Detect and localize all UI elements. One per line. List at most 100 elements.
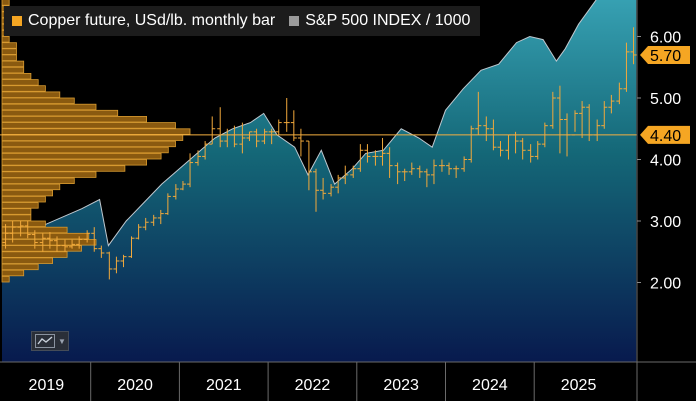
volume-profile-bar	[1, 79, 39, 86]
legend-item-copper[interactable]: Copper future, USd/lb. monthly bar	[12, 12, 275, 30]
y-tick-label: 3.00	[650, 214, 681, 231]
copper-bar	[483, 116, 490, 142]
copper-bar	[187, 153, 194, 188]
copper-bar	[17, 221, 24, 237]
copper-bar	[246, 131, 253, 142]
volume-profile-bar	[1, 263, 39, 271]
copper-bar	[572, 110, 579, 136]
copper-legend-label: Copper future, USd/lb. monthly bar	[28, 12, 276, 29]
volume-profile-bar	[1, 122, 176, 129]
copper-bar	[505, 134, 512, 160]
line-chart-icon	[35, 334, 55, 348]
copper-bar	[61, 239, 68, 252]
copper-bar	[623, 42, 630, 92]
copper-bar	[364, 144, 371, 163]
copper-bar	[253, 128, 260, 148]
svg-text:4.40: 4.40	[650, 128, 681, 145]
copper-bar	[594, 119, 601, 142]
copper-bar	[423, 168, 430, 188]
copper-bar	[69, 239, 76, 249]
value-tags: 6.845.704.40	[640, 45, 690, 145]
volume-profile-bar	[1, 220, 46, 227]
copper-bar	[202, 141, 209, 160]
copper-bar	[31, 230, 38, 249]
copper-bar	[519, 137, 526, 160]
copper-bar	[579, 101, 586, 138]
copper-bar	[128, 236, 135, 258]
copper-bar	[630, 27, 637, 65]
copper-bar	[534, 141, 541, 160]
volume-profile-bar	[1, 140, 176, 148]
copper-bar	[386, 147, 393, 178]
copper-swatch	[12, 16, 22, 26]
volume-profile-bar	[1, 36, 10, 43]
volume-profile-bar	[1, 208, 32, 215]
volume-profile-bar	[1, 109, 119, 117]
chart-type-button[interactable]: ▼	[31, 331, 69, 351]
copper-bar	[46, 232, 53, 249]
copper-bar	[24, 221, 31, 239]
copper-bar	[408, 162, 415, 175]
volume-profile-bar	[1, 91, 61, 98]
volume-profile-bar	[1, 183, 61, 191]
copper-bar	[342, 165, 349, 185]
volume-profile-bar	[1, 257, 53, 264]
y-tick-label: 6.00	[650, 30, 681, 47]
y-tick-label: 5.00	[650, 91, 681, 108]
x-tick-label: 2022	[295, 377, 331, 394]
volume-profile-bar	[1, 146, 169, 154]
copper-bar	[564, 113, 571, 157]
copper-bar	[601, 101, 608, 129]
volume-profile-bar	[1, 214, 32, 221]
copper-bar	[224, 128, 231, 148]
copper-bar	[446, 162, 453, 175]
volume-profile-bar	[1, 48, 17, 55]
copper-bar	[527, 144, 534, 163]
x-tick-label: 2023	[383, 377, 419, 394]
copper-bar	[217, 107, 224, 148]
copper-bar	[209, 116, 216, 145]
copper-bar	[39, 233, 46, 252]
copper-bar	[106, 251, 113, 280]
volume-profile-bar	[1, 60, 25, 68]
volume-profile-bar	[1, 171, 97, 178]
x-tick-label: 2024	[472, 377, 508, 394]
copper-bar	[9, 221, 16, 243]
volume-profile-bar	[1, 177, 75, 184]
copper-bar	[261, 128, 268, 145]
volume-profile-bar	[1, 275, 10, 283]
x-tick-label: 2025	[561, 377, 597, 394]
volume-profile-bar	[1, 269, 25, 277]
volume-profile-bar	[1, 232, 90, 240]
copper-bar	[157, 209, 164, 225]
copper-bar	[372, 150, 379, 166]
copper-bar	[320, 177, 327, 200]
volume-profile-bar	[1, 0, 10, 6]
svg-text:5.70: 5.70	[650, 48, 681, 65]
copper-bar	[2, 224, 9, 249]
copper-bar	[401, 168, 408, 182]
y-axis: 2.003.004.005.006.007.00	[637, 30, 681, 293]
copper-bars-layer	[2, 27, 637, 280]
copper-bar	[113, 256, 120, 274]
volume-profile-bar	[1, 195, 46, 203]
copper-bar	[268, 128, 275, 145]
copper-bar	[297, 128, 304, 157]
y-tick-label: 2.00	[650, 276, 681, 293]
legend-item-spx[interactable]: S&P 500 INDEX / 1000	[289, 12, 470, 30]
volume-profile-bar	[1, 202, 39, 209]
x-tick-label: 2019	[29, 377, 65, 394]
copper-bar	[195, 150, 202, 166]
copper-bar	[490, 119, 497, 151]
copper-bar	[76, 236, 83, 249]
copper-bar	[616, 82, 623, 105]
spx-legend-label: S&P 500 INDEX / 1000	[305, 12, 471, 29]
copper-bar	[497, 141, 504, 157]
copper-bar	[556, 85, 563, 154]
copper-bar	[461, 156, 468, 172]
x-axis: 2019 2020 2021 2022 2023 2024 2025	[29, 362, 597, 401]
copper-bar	[350, 165, 357, 178]
copper-bar	[328, 184, 335, 197]
volume-profile-bar	[1, 128, 191, 135]
